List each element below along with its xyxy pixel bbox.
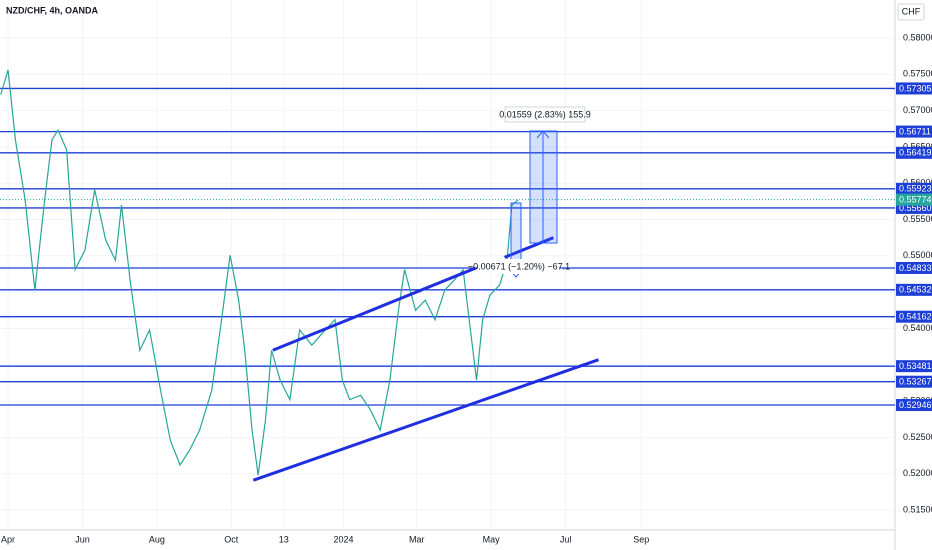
x-tick-label: Jul — [560, 534, 572, 544]
measure-up-head — [536, 130, 550, 139]
currency-box — [897, 3, 925, 21]
level-label-box — [896, 261, 932, 274]
level-label: 0.55660 — [899, 203, 932, 213]
level-label: 0.57305 — [899, 83, 932, 93]
x-tick-label: Sep — [633, 534, 649, 544]
currency: CHF — [902, 6, 921, 16]
level-label: 0.53481 — [899, 361, 932, 371]
x-tick-label: May — [483, 534, 501, 544]
level-label-box — [896, 399, 932, 412]
plot — [0, 69, 895, 482]
level-label-box — [896, 125, 932, 138]
x-tick-label: Aug — [149, 534, 165, 544]
last-price-box — [896, 193, 932, 206]
level-label: 0.52946 — [899, 400, 932, 410]
level-label: 0.53267 — [899, 377, 932, 387]
grid — [0, 0, 895, 530]
x-tick-label: Apr — [1, 534, 15, 544]
level-label: 0.56419 — [899, 148, 932, 158]
last-price-label: 0.55774 — [899, 195, 932, 205]
trendline — [252, 358, 600, 482]
measure-down-label-box — [478, 259, 560, 274]
measure-down-box — [510, 202, 522, 269]
level-label: 0.54162 — [899, 312, 932, 322]
level-label-box — [896, 82, 932, 95]
x-tick-label: 13 — [279, 534, 289, 544]
level-label-box — [896, 283, 932, 296]
x-tick-label: Mar — [409, 534, 425, 544]
measure-up-label: 0.01559 (2.83%) 155.9 — [499, 109, 591, 119]
trendline — [504, 236, 554, 259]
symbol-title: NZD/CHF, 4h, OANDA — [6, 5, 99, 15]
measure-up-label-box — [504, 106, 586, 123]
measure-down-label: −0.00671 (−1.20%) −67.1 — [468, 261, 570, 271]
level-label-box — [896, 310, 932, 323]
level-label-box — [896, 375, 932, 388]
x-tick-label: Oct — [224, 534, 239, 544]
level-label: 0.56711 — [899, 126, 931, 136]
x-tick-label: 2024 — [334, 534, 354, 544]
level-label-box — [896, 182, 932, 195]
price-line — [0, 69, 519, 476]
trendline — [272, 266, 476, 352]
x-tick-label: Jun — [75, 534, 90, 544]
level-label: 0.54532 — [899, 285, 932, 295]
level-label-box — [896, 146, 932, 159]
level-label: 0.54833 — [899, 263, 932, 273]
level-label: 0.55923 — [899, 184, 932, 194]
level-label-box — [896, 360, 932, 373]
